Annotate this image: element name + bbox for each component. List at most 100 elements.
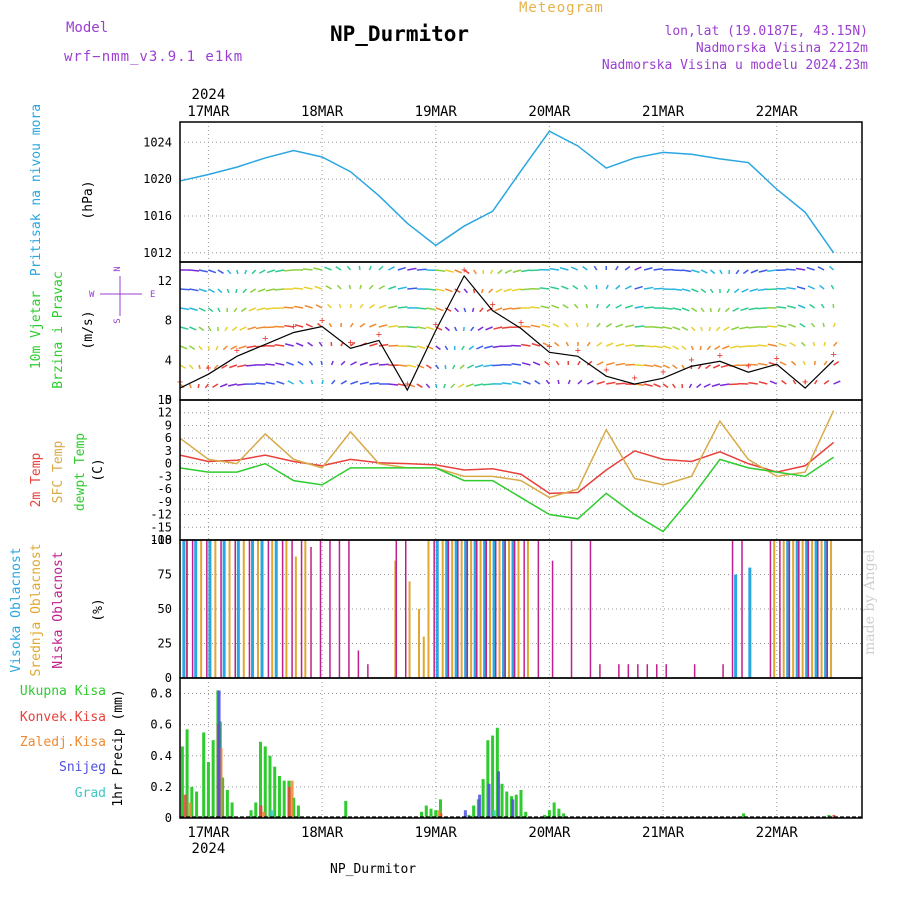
precip-tick-label: 0.4 <box>150 749 172 763</box>
cloud-axis-unit: (%) <box>91 598 106 621</box>
low-cloud-bar <box>476 540 478 678</box>
wind-barb <box>484 345 493 349</box>
wind-barb <box>338 303 342 309</box>
wind-barb <box>662 383 669 389</box>
wind-barb <box>321 379 324 385</box>
wind-barb <box>350 380 359 385</box>
wind-barb <box>231 326 238 332</box>
wind-barb <box>264 363 275 366</box>
wind-barb <box>397 286 407 290</box>
wind-barb <box>349 303 352 309</box>
wind-barb <box>369 362 379 366</box>
wind-barb <box>477 326 484 332</box>
wind-barb <box>681 307 690 312</box>
wind-gust-marker: + <box>262 333 268 344</box>
wind-barb <box>532 361 541 366</box>
temp-tick-label: -9 <box>158 495 172 509</box>
snow-bar <box>497 771 501 818</box>
wind-barb <box>492 345 503 349</box>
total-precip-bar <box>547 810 551 818</box>
wind-barb <box>445 269 454 273</box>
wind-barb <box>359 381 369 385</box>
pressure-axis-title: Pritisak na nivou mora <box>29 104 44 276</box>
day-label-top: 17MAR <box>187 104 230 120</box>
wind-barb <box>314 285 323 290</box>
wind-barb <box>653 326 664 329</box>
wind-gust-marker: + <box>518 318 524 329</box>
low-cloud-bar <box>466 540 469 678</box>
high-cloud-bar <box>805 540 809 678</box>
wind-barb <box>208 288 215 293</box>
low-cloud-bar <box>513 540 516 678</box>
wind-barb <box>266 269 275 274</box>
wind-barb <box>724 307 730 313</box>
wind-barb <box>719 269 723 275</box>
wind-barb <box>582 265 588 271</box>
pressure-panel-frame <box>179 121 863 263</box>
low-cloud-bar <box>551 560 554 678</box>
wind-barb <box>340 380 348 385</box>
high-cloud-bar <box>473 540 477 678</box>
wind-barb <box>550 286 560 290</box>
wind-barb <box>320 360 323 366</box>
mid-cloud-bar <box>256 540 259 678</box>
precipitation-panel-frame <box>179 677 863 819</box>
wind-barb <box>644 345 655 348</box>
wind-barb <box>313 267 323 271</box>
total-precip-bar <box>742 813 746 818</box>
wind-barb <box>672 364 678 370</box>
graupel-bar <box>270 810 274 818</box>
wind-barb <box>293 287 304 290</box>
wind-barb <box>583 284 588 290</box>
wind-barb <box>634 266 642 271</box>
wind-barb <box>605 303 611 309</box>
wind-barb <box>407 267 417 271</box>
wind-barb <box>325 285 332 290</box>
wind-barb <box>305 323 313 328</box>
wind-barb <box>388 285 397 290</box>
wind-barb <box>521 343 531 347</box>
wind-barb <box>238 345 247 350</box>
wind-barb <box>705 364 711 370</box>
wind-barb <box>696 383 702 389</box>
pressure-tick-label: 1016 <box>143 209 172 223</box>
precip-tick-label: 0.8 <box>150 687 172 701</box>
wind-barb <box>378 304 387 309</box>
wind-barb <box>206 364 210 370</box>
wind-barb <box>653 345 663 349</box>
wind-barb <box>728 383 739 386</box>
wind-barb <box>796 285 806 290</box>
wind-barb <box>378 285 386 290</box>
wind-barb <box>472 288 476 294</box>
wind-barb <box>559 267 569 271</box>
wind-gust-marker: + <box>205 363 211 374</box>
low-cloud-bar <box>367 664 369 678</box>
low-cloud-bar <box>817 540 819 678</box>
total-precip-bar <box>514 794 518 818</box>
total-precip-bar <box>254 802 258 818</box>
wind-barb <box>378 363 389 366</box>
wind-barb <box>730 345 740 349</box>
wind-barb <box>318 341 323 347</box>
wind-barb <box>308 360 314 366</box>
wind-barb <box>213 364 219 370</box>
day-label-top: 21MAR <box>642 104 685 120</box>
wind-gust-marker: + <box>774 353 780 364</box>
wind-gust-marker: + <box>461 265 467 276</box>
high-cloud-bar <box>734 574 738 678</box>
wind-barb <box>485 326 493 331</box>
mid-cloud-bar <box>470 540 473 678</box>
wind-barb <box>615 284 621 290</box>
cloud-tick-label: 75 <box>158 568 172 582</box>
pressure-series-line <box>179 130 835 254</box>
high-cloud-bar <box>814 540 818 678</box>
frz-precip-bar <box>290 780 294 818</box>
wind-barb <box>416 383 423 388</box>
wind-barb <box>407 364 417 368</box>
frz-precip-bar <box>437 810 441 818</box>
wind-barb <box>691 307 698 313</box>
wind-barb <box>681 364 685 370</box>
high-cloud-bar <box>236 540 240 678</box>
wind-barb <box>297 361 304 366</box>
wind-barb <box>767 325 777 328</box>
